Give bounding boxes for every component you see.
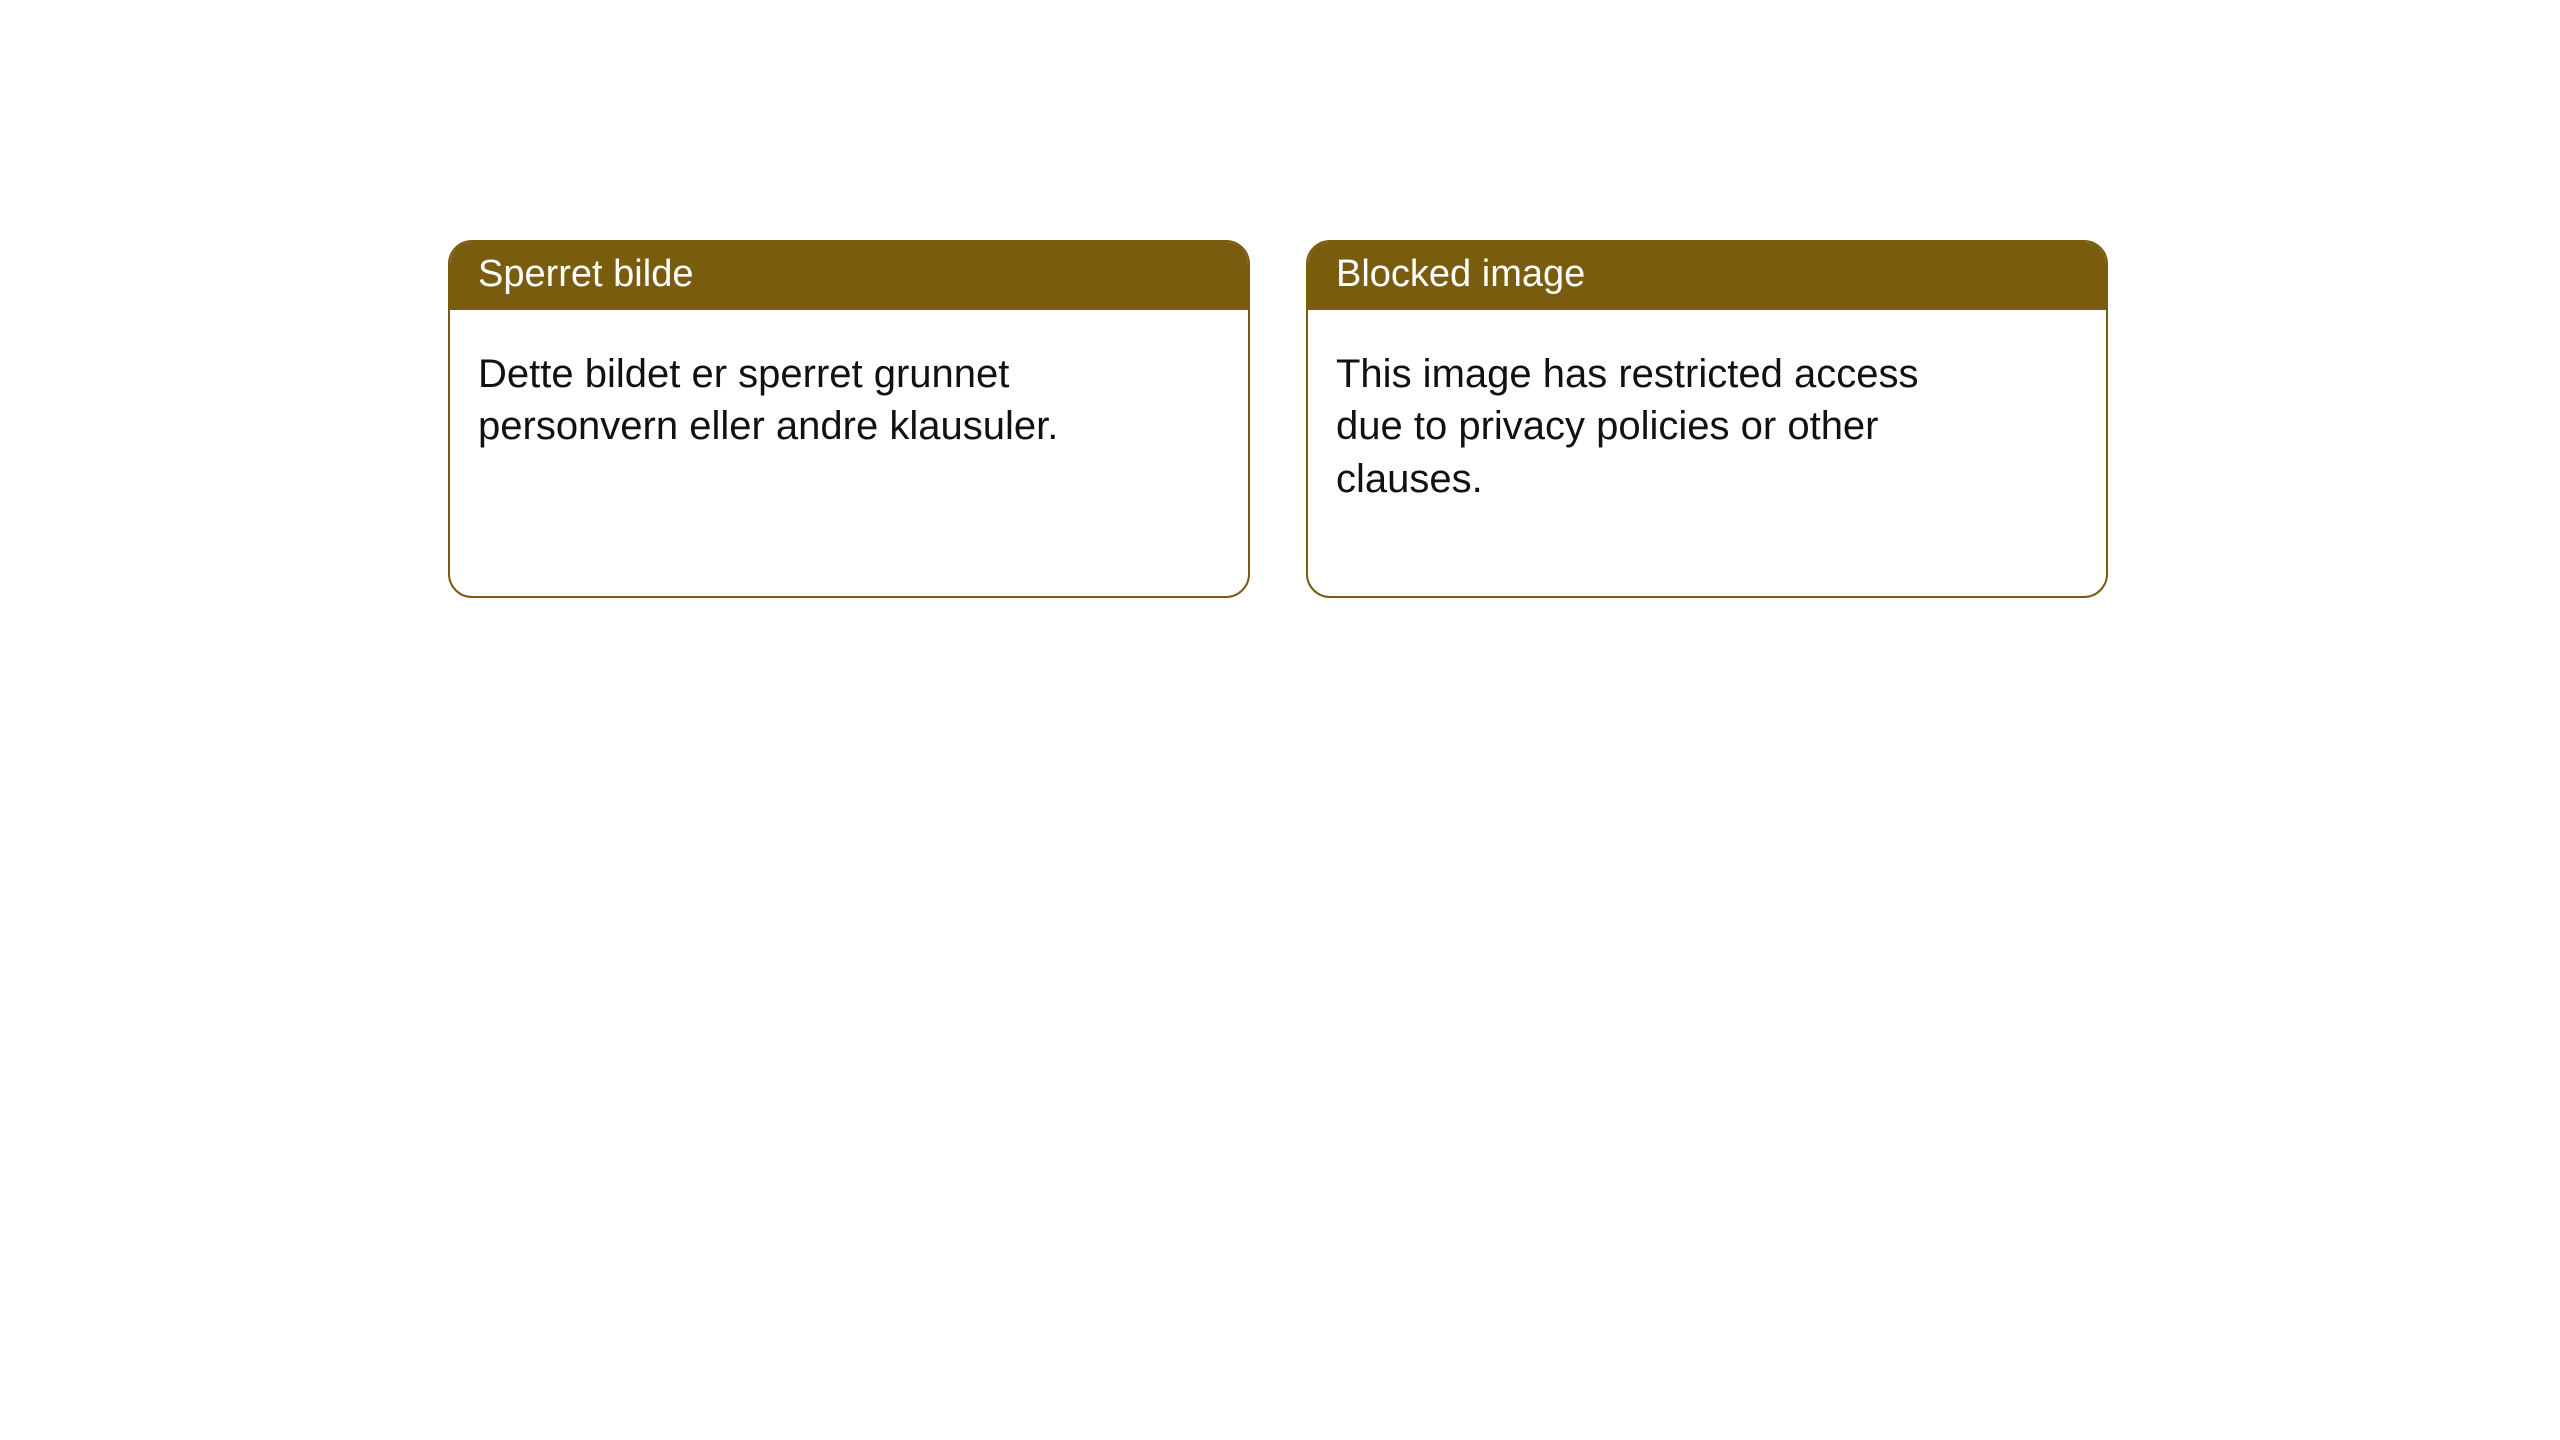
blocked-image-card-en: Blocked image This image has restricted … [1306, 240, 2108, 598]
card-header: Sperret bilde [450, 242, 1248, 310]
card-header: Blocked image [1308, 242, 2106, 310]
card-title: Blocked image [1336, 253, 1585, 295]
blocked-image-card-no: Sperret bilde Dette bildet er sperret gr… [448, 240, 1250, 598]
card-body-text: Dette bildet er sperret grunnet personve… [478, 352, 1058, 449]
card-body-text: This image has restricted access due to … [1336, 352, 1918, 502]
card-title: Sperret bilde [478, 253, 693, 295]
card-body: This image has restricted access due to … [1308, 310, 2008, 596]
card-body: Dette bildet er sperret grunnet personve… [450, 310, 1150, 544]
notice-container: Sperret bilde Dette bildet er sperret gr… [0, 0, 2560, 598]
